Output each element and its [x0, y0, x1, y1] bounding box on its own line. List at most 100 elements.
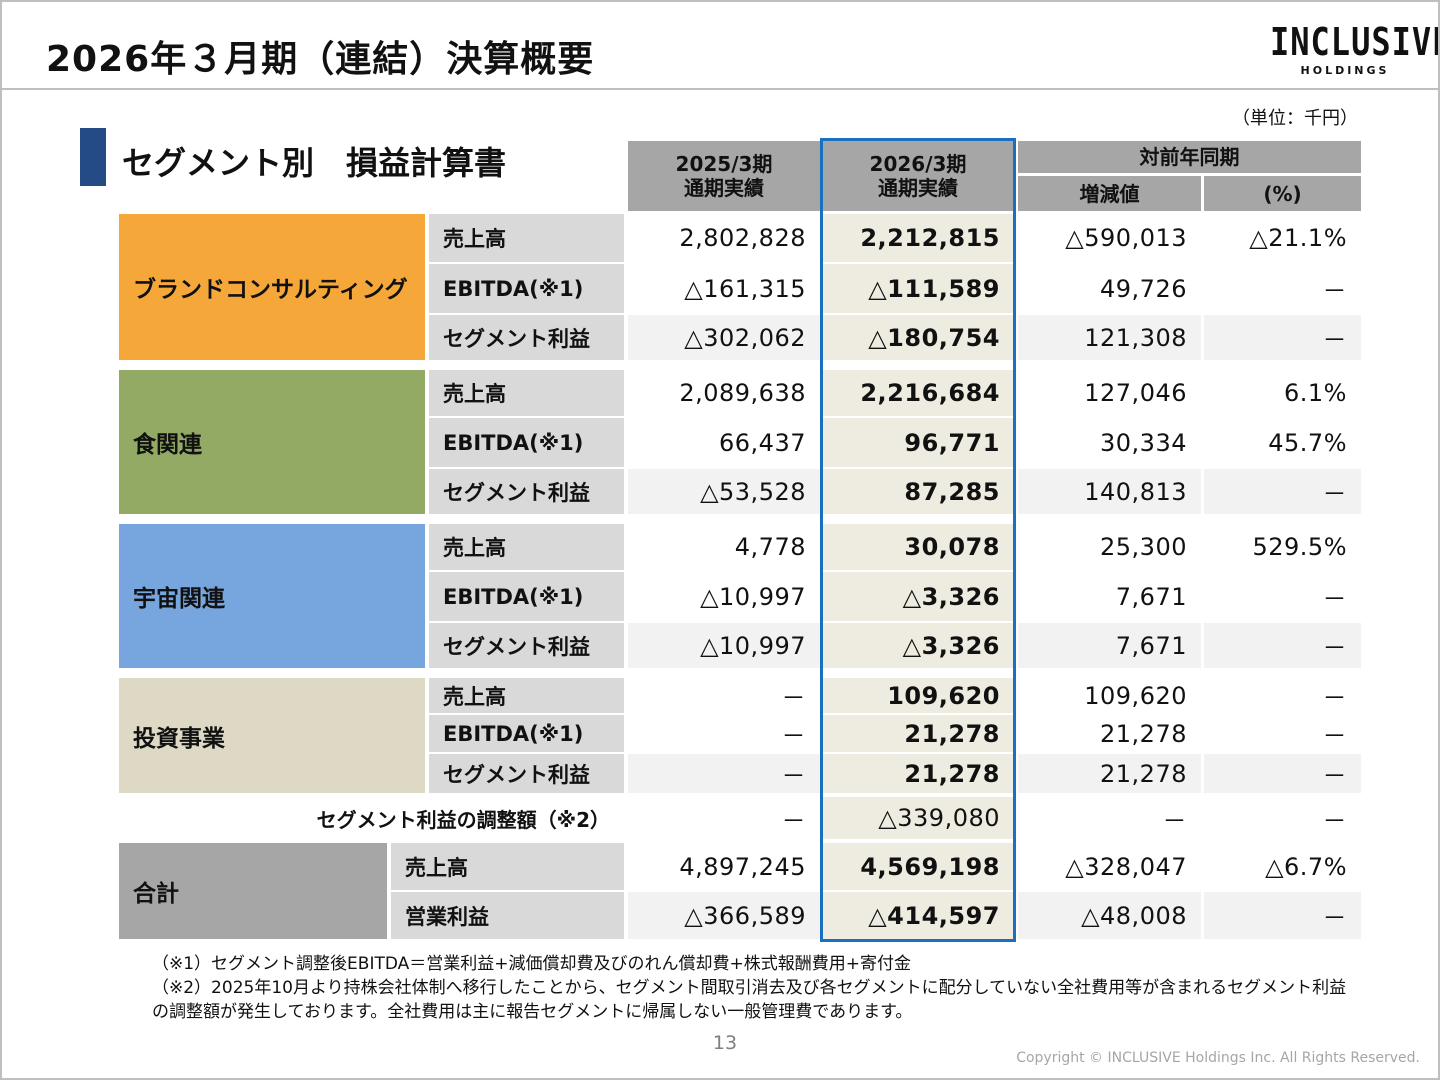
unit-note: （単位：千円） — [1232, 108, 1358, 129]
total-cur: △414,597 — [822, 892, 1014, 939]
metric-label: 売上高 — [429, 214, 624, 262]
prev-value: － — [781, 722, 806, 750]
metric-label: 売上高 — [429, 678, 624, 713]
cur-value: 21,278 — [822, 715, 1014, 752]
diff-value: 127,046 — [1084, 379, 1187, 407]
diff-value: 7,671 — [1115, 582, 1187, 611]
prev-value: 2,802,828 — [679, 224, 806, 252]
prev-value: 4,778 — [734, 533, 806, 561]
total-metric-label: 営業利益 — [391, 892, 624, 939]
prev-value: △10,997 — [628, 623, 820, 668]
pct-value: － — [1204, 315, 1361, 360]
prev-value: － — [781, 684, 806, 712]
adjustment-label: セグメント利益の調整額（※2） — [316, 807, 610, 832]
logo-sub-text: HOLDINGS — [1300, 64, 1390, 77]
metric-label: EBITDA(※1) — [429, 572, 624, 621]
total-cur: 4,569,198 — [822, 843, 1014, 890]
prev-value: 66,437 — [719, 428, 806, 457]
segment-label: 宇宙関連 — [119, 524, 425, 668]
segment-label: 食関連 — [119, 370, 425, 514]
segment-label: ブランドコンサルティング — [119, 214, 425, 360]
copyright: Copyright © INCLUSIVE Holdings Inc. All … — [1016, 1050, 1420, 1066]
pct-value: － — [1204, 623, 1361, 668]
page-title: 2026年３月期（連結）決算概要 — [46, 39, 595, 80]
total-diff: △48,008 — [1018, 892, 1201, 939]
section-title: セグメント別 損益計算書 — [122, 144, 507, 182]
pct-value: － — [1322, 277, 1347, 305]
metric-label: 売上高 — [429, 370, 624, 416]
total-pct: △6.7% — [1265, 852, 1347, 881]
prev-value: △53,528 — [628, 469, 820, 514]
header-prev-line2: 通期実績 — [684, 176, 764, 200]
segment-label: 投資事業 — [119, 678, 425, 793]
total-prev: 4,897,245 — [679, 852, 806, 881]
pct-value: － — [1322, 585, 1347, 613]
cur-value: 30,078 — [822, 524, 1014, 570]
cur-value: △180,754 — [822, 315, 1014, 360]
diff-value: 140,813 — [1018, 469, 1201, 514]
page-number: 13 — [712, 1032, 738, 1054]
company-logo: INCLUSIVE HOLDINGS — [1270, 20, 1438, 77]
cur-value: △3,326 — [822, 623, 1014, 668]
prev-value: △302,062 — [628, 315, 820, 360]
logo-main-text: INCLUSIVE — [1270, 19, 1440, 65]
metric-label: セグメント利益 — [429, 623, 624, 668]
diff-value: 7,671 — [1018, 623, 1201, 668]
cur-value: 96,771 — [822, 418, 1014, 467]
pct-value: 45.7% — [1268, 428, 1347, 457]
diff-value: 25,300 — [1100, 533, 1187, 561]
header-prev-year: 2025/3期 通期実績 — [628, 141, 820, 211]
diff-value: △590,013 — [1065, 224, 1187, 252]
pct-value: － — [1204, 754, 1361, 793]
adjustment-prev: － — [781, 806, 806, 835]
cur-value: △111,589 — [822, 264, 1014, 313]
pct-value: △21.1% — [1249, 224, 1347, 252]
prev-value: △10,997 — [700, 582, 806, 611]
header-cur-year: 2026/3期 通期実績 — [822, 141, 1014, 211]
total-pct: － — [1204, 892, 1361, 939]
diff-value: 49,726 — [1100, 274, 1187, 303]
header-cur-line2: 通期実績 — [878, 176, 958, 200]
cur-value: △3,326 — [822, 572, 1014, 621]
prev-value: 2,089,638 — [679, 379, 806, 407]
title-divider — [2, 88, 1438, 90]
total-diff: △328,047 — [1065, 852, 1187, 881]
adjustment-diff: － — [1162, 806, 1187, 835]
metric-label: EBITDA(※1) — [429, 418, 624, 467]
total-label: 合計 — [119, 843, 387, 939]
prev-value: △161,315 — [684, 274, 806, 303]
metric-label: EBITDA(※1) — [429, 264, 624, 313]
metric-label: 売上高 — [429, 524, 624, 570]
diff-value: 121,308 — [1018, 315, 1201, 360]
section-marker — [80, 128, 106, 186]
footnotes: （※1）セグメント調整後EBITDA＝営業利益+減価償却費及びのれん償却費+株式… — [152, 952, 1352, 1024]
adjustment-pct: － — [1322, 806, 1347, 835]
diff-value: 21,278 — [1100, 719, 1187, 748]
diff-value: 21,278 — [1018, 754, 1201, 793]
pct-value: － — [1322, 722, 1347, 750]
header-prev-line1: 2025/3期 — [675, 152, 773, 176]
header-yoy: 対前年同期 — [1018, 141, 1361, 173]
cur-value: 109,620 — [822, 678, 1014, 713]
metric-label: セグメント利益 — [429, 754, 624, 793]
cur-value: 87,285 — [822, 469, 1014, 514]
total-metric-label: 売上高 — [391, 843, 624, 890]
metric-label: セグメント利益 — [429, 469, 624, 514]
cur-value: 21,278 — [822, 754, 1014, 793]
total-prev: △366,589 — [628, 892, 820, 939]
cur-value: 2,216,684 — [822, 370, 1014, 416]
cur-value: 2,212,815 — [822, 214, 1014, 262]
metric-label: EBITDA(※1) — [429, 715, 624, 752]
pct-value: 6.1% — [1284, 379, 1347, 407]
header-pct: (%) — [1204, 176, 1361, 211]
adjustment-cur: △339,080 — [822, 797, 1014, 839]
footnote-2: （※2）2025年10月より持株会社体制へ移行したことから、セグメント間取引消去… — [152, 978, 1347, 1022]
header-cur-line1: 2026/3期 — [869, 152, 967, 176]
pct-value: － — [1322, 684, 1347, 712]
footnote-1: （※1）セグメント調整後EBITDA＝営業利益+減価償却費及びのれん償却費+株式… — [152, 954, 912, 974]
diff-value: 30,334 — [1100, 428, 1187, 457]
pct-value: 529.5% — [1252, 533, 1347, 561]
prev-value: － — [628, 754, 820, 793]
pct-value: － — [1204, 469, 1361, 514]
